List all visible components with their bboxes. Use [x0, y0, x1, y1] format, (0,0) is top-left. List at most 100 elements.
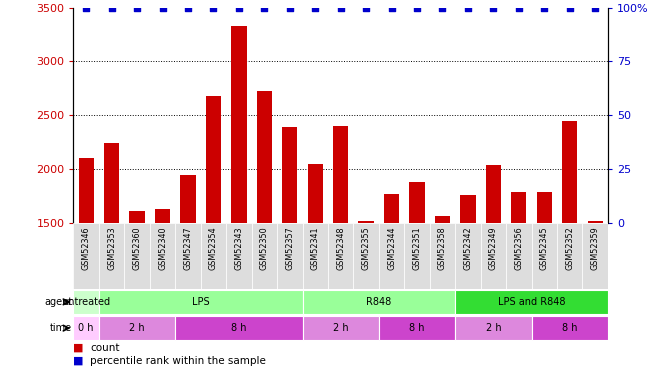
Text: ■: ■ — [73, 356, 84, 366]
Point — [259, 4, 270, 10]
Text: count: count — [90, 343, 120, 352]
Bar — [404, 223, 430, 289]
Text: untreated: untreated — [62, 297, 110, 307]
Text: GSM52343: GSM52343 — [234, 226, 243, 270]
Text: GSM52359: GSM52359 — [591, 226, 600, 270]
Bar — [73, 223, 99, 289]
Bar — [79, 158, 94, 375]
Text: 0 h: 0 h — [78, 323, 94, 333]
Text: 8 h: 8 h — [409, 323, 425, 333]
Point — [437, 4, 448, 10]
Point — [335, 4, 346, 10]
Point — [361, 4, 371, 10]
Bar — [303, 316, 379, 340]
Bar — [73, 290, 99, 314]
Bar — [384, 194, 399, 375]
Bar — [379, 316, 455, 340]
Text: 2 h: 2 h — [130, 323, 145, 333]
Bar — [99, 223, 124, 289]
Text: GSM52354: GSM52354 — [209, 226, 218, 270]
Bar — [409, 182, 425, 375]
Text: ■: ■ — [73, 343, 84, 352]
Bar — [175, 223, 200, 289]
Text: GSM52340: GSM52340 — [158, 226, 167, 270]
Bar — [257, 90, 272, 375]
Point — [81, 4, 92, 10]
Text: GSM52346: GSM52346 — [81, 226, 91, 270]
Text: GSM52341: GSM52341 — [311, 226, 320, 270]
Text: GSM52358: GSM52358 — [438, 226, 447, 270]
Text: 8 h: 8 h — [562, 323, 577, 333]
Bar — [155, 209, 170, 375]
Point — [590, 4, 601, 10]
Point — [132, 4, 142, 10]
Text: GSM52342: GSM52342 — [464, 226, 472, 270]
Bar — [460, 195, 476, 375]
Point — [182, 4, 193, 10]
Point — [488, 4, 499, 10]
Point — [386, 4, 397, 10]
Bar — [99, 316, 175, 340]
Text: GSM52345: GSM52345 — [540, 226, 548, 270]
Bar — [557, 223, 582, 289]
Text: 2 h: 2 h — [333, 323, 349, 333]
Point — [514, 4, 524, 10]
Text: GSM52351: GSM52351 — [413, 226, 422, 270]
Point — [539, 4, 550, 10]
Bar — [532, 223, 557, 289]
Text: GSM52350: GSM52350 — [260, 226, 269, 270]
Bar — [206, 96, 221, 375]
Text: GSM52356: GSM52356 — [514, 226, 523, 270]
Bar — [582, 223, 608, 289]
Text: 2 h: 2 h — [486, 323, 501, 333]
Bar — [486, 165, 501, 375]
Bar — [231, 26, 246, 375]
Bar — [99, 290, 303, 314]
Point — [208, 4, 219, 10]
Bar — [511, 192, 526, 375]
Bar — [562, 121, 577, 375]
Bar — [303, 223, 328, 289]
Bar — [455, 223, 481, 289]
Text: R848: R848 — [366, 297, 391, 307]
Bar — [359, 221, 374, 375]
Point — [285, 4, 295, 10]
Text: GSM52360: GSM52360 — [133, 226, 142, 270]
Bar — [104, 143, 120, 375]
Bar — [481, 223, 506, 289]
Bar — [379, 223, 404, 289]
Text: GSM52355: GSM52355 — [361, 226, 371, 270]
Bar — [328, 223, 353, 289]
Point — [462, 4, 473, 10]
Text: GSM52353: GSM52353 — [107, 226, 116, 270]
Bar — [252, 223, 277, 289]
Bar — [333, 126, 348, 375]
Bar — [353, 223, 379, 289]
Bar — [435, 216, 450, 375]
Point — [106, 4, 117, 10]
Text: LPS: LPS — [192, 297, 210, 307]
Text: GSM52349: GSM52349 — [489, 226, 498, 270]
Bar — [588, 221, 603, 375]
Bar — [536, 192, 552, 375]
Text: 8 h: 8 h — [231, 323, 246, 333]
Bar — [455, 290, 608, 314]
Bar — [303, 290, 455, 314]
Text: GSM52347: GSM52347 — [184, 226, 192, 270]
Bar — [506, 223, 532, 289]
Bar — [430, 223, 455, 289]
Text: GSM52344: GSM52344 — [387, 226, 396, 270]
Bar — [307, 164, 323, 375]
Point — [564, 4, 575, 10]
Bar — [180, 175, 196, 375]
Bar — [226, 223, 252, 289]
Bar — [175, 316, 303, 340]
Text: LPS and R848: LPS and R848 — [498, 297, 565, 307]
Bar — [200, 223, 226, 289]
Text: GSM52357: GSM52357 — [285, 226, 295, 270]
Bar — [282, 127, 297, 375]
Text: GSM52352: GSM52352 — [565, 226, 574, 270]
Text: time: time — [50, 323, 72, 333]
Point — [157, 4, 168, 10]
Point — [234, 4, 244, 10]
